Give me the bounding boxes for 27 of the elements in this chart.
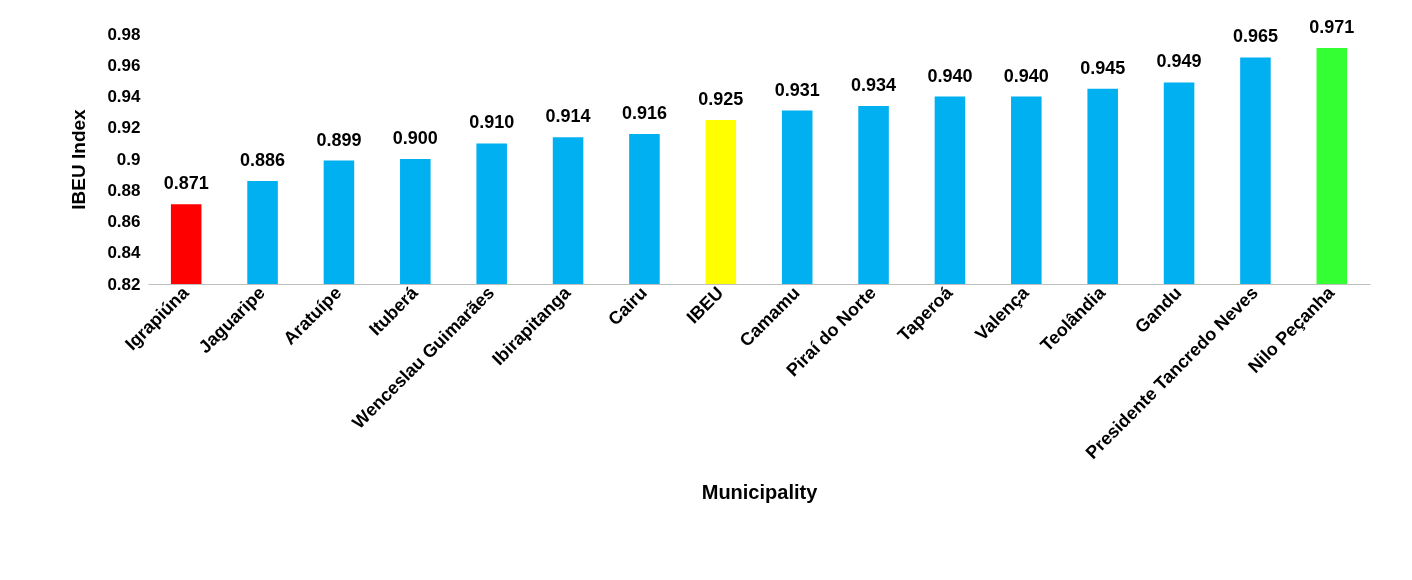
data-label: 0.914	[545, 106, 591, 127]
y-tick-label: 0.88	[107, 180, 141, 200]
y-tick-label: 0.98	[107, 24, 141, 44]
data-label: 0.934	[851, 74, 897, 95]
data-label: 0.965	[1232, 26, 1278, 47]
y-tick-label: 0.92	[107, 118, 141, 138]
data-label: 0.900	[392, 128, 438, 148]
y-tick-label: 0.84	[107, 243, 142, 263]
y-tick-label: 0.86	[107, 212, 141, 231]
data-label: 0.940	[1003, 65, 1049, 86]
data-label: 0.949	[1156, 51, 1202, 72]
y-tick-label: 0.82	[107, 274, 141, 294]
x-axis-title: Municipality	[701, 480, 819, 503]
y-tick-label: 0.94	[107, 87, 142, 106]
data-label: 0.916	[621, 103, 667, 123]
y-tick-label: 0.96	[107, 55, 141, 75]
data-label: 0.886	[240, 149, 286, 170]
data-label: 0.931	[774, 79, 820, 100]
data-label: 0.899	[316, 129, 362, 150]
data-label: 0.945	[1080, 57, 1126, 78]
data-label: 0.940	[927, 65, 973, 86]
data-label: 0.910	[469, 112, 515, 133]
data-label: 0.925	[698, 88, 744, 109]
data-label: 0.971	[1309, 17, 1355, 38]
y-tick-label: 0.9	[116, 149, 141, 169]
data-label: 0.871	[163, 173, 209, 194]
y-axis-title: IBEU Index	[68, 108, 90, 210]
